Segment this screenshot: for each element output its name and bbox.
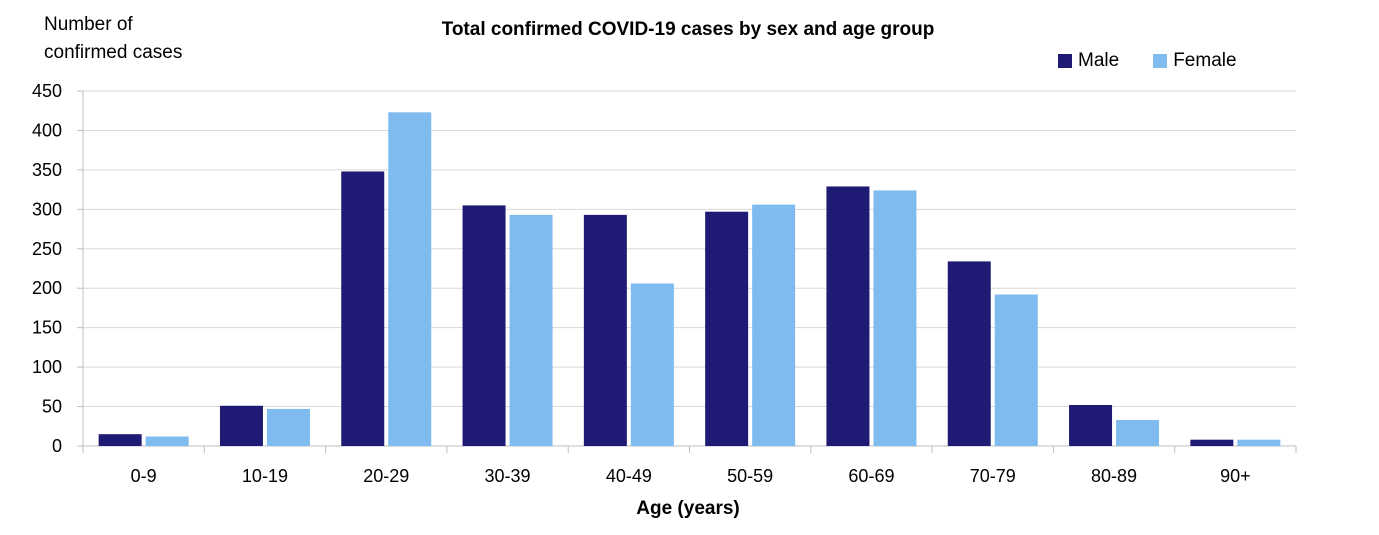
bar-female bbox=[388, 112, 432, 447]
bar-female bbox=[145, 436, 189, 446]
x-tick-label: 40-49 bbox=[606, 466, 652, 486]
legend-item-male: Male bbox=[1058, 50, 1119, 72]
bar-female bbox=[994, 294, 1038, 446]
bar-female bbox=[873, 190, 917, 446]
bar-male bbox=[583, 214, 627, 446]
bar-male bbox=[462, 205, 506, 446]
bar-male bbox=[826, 186, 870, 446]
x-axis-title: Age (years) bbox=[636, 498, 740, 519]
bar-female bbox=[1237, 439, 1281, 446]
y-tick-label: 300 bbox=[32, 199, 62, 219]
x-tick-label: 70-79 bbox=[970, 466, 1016, 486]
y-tick-label: 50 bbox=[42, 397, 62, 417]
x-tick-label: 90+ bbox=[1220, 466, 1251, 486]
bar-female bbox=[266, 408, 310, 446]
bar-female bbox=[630, 283, 674, 446]
y-tick-label: 450 bbox=[32, 81, 62, 101]
y-tick-label: 250 bbox=[32, 239, 62, 259]
x-tick-label: 0-9 bbox=[131, 466, 157, 486]
bar-female bbox=[1116, 419, 1160, 446]
y-axis-title: Number of confirmed cases bbox=[44, 11, 182, 67]
bar-male bbox=[341, 171, 385, 446]
x-tick-label: 80-89 bbox=[1091, 466, 1137, 486]
y-tick-label: 150 bbox=[32, 318, 62, 338]
bar-male bbox=[219, 405, 263, 446]
y-tick-label: 100 bbox=[32, 357, 62, 377]
x-tick-label: 50-59 bbox=[727, 466, 773, 486]
legend: Male Female bbox=[1058, 50, 1271, 72]
bar-male bbox=[1190, 439, 1234, 446]
y-tick-label: 400 bbox=[32, 120, 62, 140]
chart-title: Total confirmed COVID-19 cases by sex an… bbox=[441, 19, 935, 40]
bar-male bbox=[705, 211, 749, 446]
legend-swatch-male bbox=[1058, 54, 1072, 68]
legend-label-female: Female bbox=[1173, 50, 1237, 71]
y-tick-label: 200 bbox=[32, 278, 62, 298]
bar-female bbox=[752, 204, 796, 446]
x-tick-label: 60-69 bbox=[848, 466, 894, 486]
legend-item-female: Female bbox=[1153, 50, 1237, 72]
y-axis-title-line1: Number of bbox=[44, 14, 133, 35]
legend-label-male: Male bbox=[1078, 50, 1120, 71]
bar-male bbox=[1069, 404, 1113, 446]
bar-male bbox=[947, 261, 991, 446]
legend-swatch-female bbox=[1153, 54, 1168, 68]
y-axis-title-line2: confirmed cases bbox=[44, 42, 183, 63]
x-tick-label: 30-39 bbox=[485, 466, 531, 486]
x-tick-label: 10-19 bbox=[242, 466, 288, 486]
y-tick-label: 0 bbox=[52, 436, 62, 456]
bar-male bbox=[98, 434, 142, 446]
bar-female bbox=[509, 214, 553, 446]
x-tick-label: 20-29 bbox=[363, 466, 409, 486]
y-tick-label: 350 bbox=[32, 160, 62, 180]
